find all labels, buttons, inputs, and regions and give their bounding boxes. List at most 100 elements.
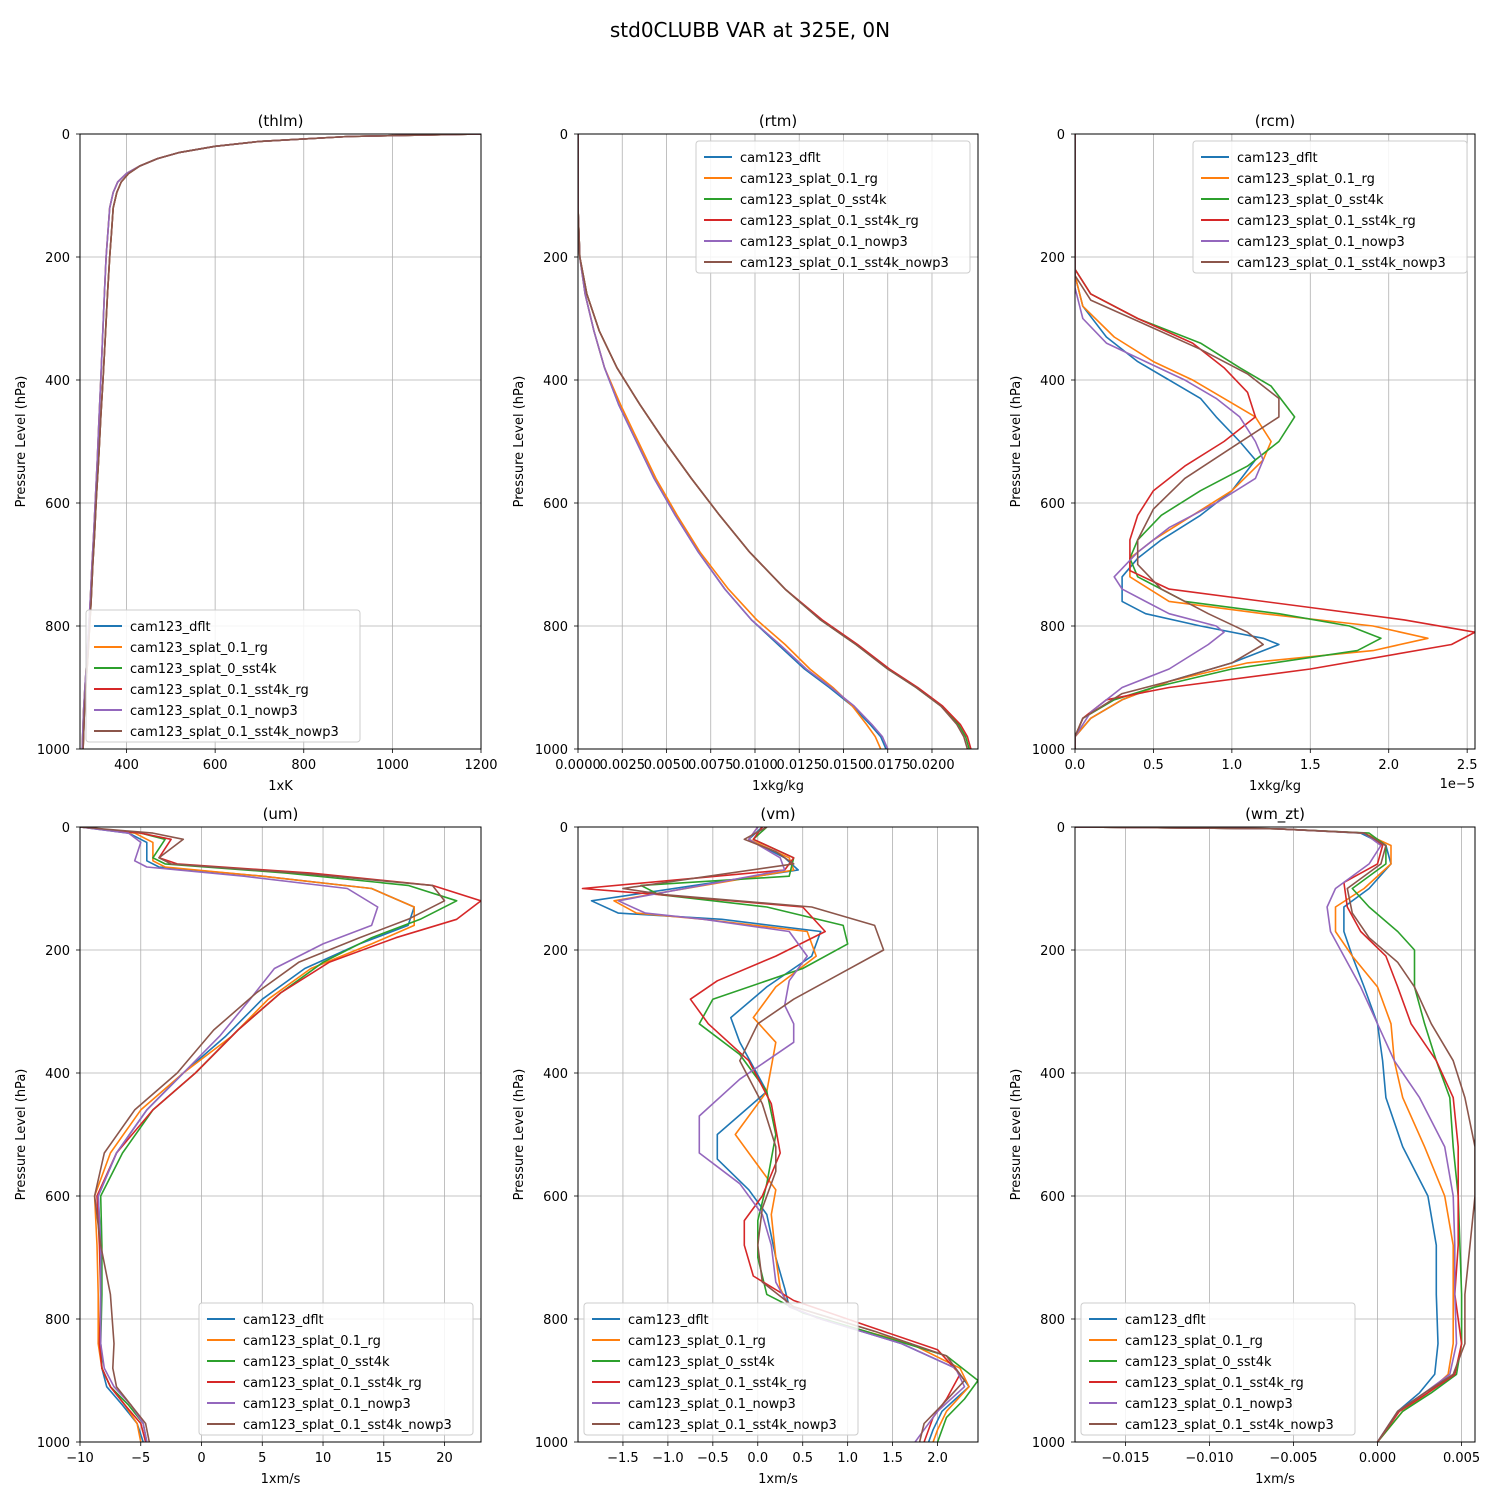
x-axis-label: 1xkg/kg <box>752 779 804 794</box>
y-tick-label: 200 <box>543 944 568 959</box>
legend-label: cam123_splat_0.1_sst4k_rg <box>1237 214 1416 229</box>
y-tick-label: 800 <box>543 620 568 635</box>
series-line-cam123_splat_0.1_rg <box>613 827 970 1442</box>
x-tick-label: 0.0025 <box>599 758 645 773</box>
y-tick-label: 1000 <box>535 743 568 758</box>
y-tick-label: 400 <box>543 1067 568 1082</box>
y-tick-label: 1000 <box>37 743 70 758</box>
x-tick-label: −0.5 <box>697 1451 729 1466</box>
y-tick-label: 200 <box>543 251 568 266</box>
series-line-cam123_splat_0.1_sst4k_rg <box>581 827 961 1442</box>
x-tick-label: 2.0 <box>1378 758 1399 773</box>
x-tick-label: 800 <box>291 758 316 773</box>
x-tick-label: 0.0100 <box>732 758 778 773</box>
y-tick-label: 400 <box>1040 374 1065 389</box>
series-line-cam123_splat_0.1_nowp3 <box>578 134 889 749</box>
legend-label: cam123_dflt <box>740 151 821 166</box>
legend-label: cam123_splat_0_sst4k <box>243 1355 390 1370</box>
panel-title: (thlm) <box>258 112 304 130</box>
y-tick-label: 600 <box>1040 1190 1065 1205</box>
y-tick-label: 1000 <box>37 1436 70 1451</box>
legend-label: cam123_splat_0_sst4k <box>628 1355 775 1370</box>
y-tick-label: 400 <box>1040 1067 1065 1082</box>
x-scale-offset-label: 1e−5 <box>1440 777 1475 792</box>
panel-wm_zt: −0.015 −0.010 −0.005 0.000 0.005 0 200 400 600 80… <box>1009 805 1480 1487</box>
x-tick-label: −0.005 <box>1269 1451 1317 1466</box>
y-axis-label: Pressure Level (hPa) <box>1009 1069 1024 1201</box>
legend-label: cam123_splat_0_sst4k <box>1237 193 1384 208</box>
series-line-cam123_splat_0.1_sst4k_rg <box>1075 134 1475 749</box>
x-tick-label: −1.0 <box>652 1451 684 1466</box>
x-tick-label: −1.5 <box>607 1451 639 1466</box>
x-tick-label: 1.0 <box>1222 758 1243 773</box>
y-tick-label: 600 <box>45 1190 70 1205</box>
legend-label: cam123_splat_0.1_sst4k_nowp3 <box>740 256 949 271</box>
axes-frame <box>1074 133 1476 750</box>
y-tick-label: 0 <box>1057 821 1065 836</box>
x-tick-label: 0.5 <box>792 1451 813 1466</box>
legend-box <box>695 140 971 274</box>
y-tick-label: 0 <box>1057 128 1065 143</box>
legend-label: cam123_splat_0.1_sst4k_nowp3 <box>628 1418 837 1433</box>
x-tick-label: 400 <box>114 758 139 773</box>
legend-label: cam123_splat_0.1_nowp3 <box>1237 235 1405 250</box>
legend-label: cam123_dflt <box>130 620 211 635</box>
panel-title: (vm) <box>760 805 795 823</box>
legend-label: cam123_splat_0.1_nowp3 <box>1125 1397 1293 1412</box>
legend-label: cam123_dflt <box>628 1313 709 1328</box>
y-tick-label: 1000 <box>1032 743 1065 758</box>
x-axis-label: 1xm/s <box>1255 1472 1295 1487</box>
y-tick-label: 800 <box>1040 620 1065 635</box>
x-tick-label: 0.0200 <box>909 758 955 773</box>
x-tick-label: 1000 <box>376 758 409 773</box>
panel-title: (rtm) <box>759 112 797 130</box>
y-tick-label: 1000 <box>535 1436 568 1451</box>
legend-box <box>583 1302 859 1436</box>
legend-label: cam123_splat_0.1_sst4k_nowp3 <box>1237 256 1446 271</box>
legend-label: cam123_splat_0.1_nowp3 <box>243 1397 411 1412</box>
x-tick-label: 0.005 <box>1443 1451 1480 1466</box>
x-tick-label: 5 <box>258 1451 266 1466</box>
legend: cam123_dflt cam123_splat_0.1_rg cam123_spl… <box>85 609 361 743</box>
x-axis-label: 1xK <box>268 779 293 794</box>
x-tick-label: 1.5 <box>1300 758 1321 773</box>
y-axis-label: Pressure Level (hPa) <box>512 1069 527 1201</box>
y-tick-label: 0 <box>62 128 70 143</box>
y-tick-label: 800 <box>45 620 70 635</box>
panel-title: (wm_zt) <box>1245 805 1305 824</box>
legend-label: cam123_splat_0.1_sst4k_nowp3 <box>243 1418 452 1433</box>
x-axis-label: 1xkg/kg <box>1249 779 1301 794</box>
series-line-cam123_dflt <box>1075 827 1439 1442</box>
x-axis-label: 1xm/s <box>261 1472 301 1487</box>
x-tick-label: 0.0 <box>747 1451 768 1466</box>
x-tick-label: 0.0050 <box>644 758 690 773</box>
legend-label: cam123_splat_0_sst4k <box>740 193 887 208</box>
y-axis-label: Pressure Level (hPa) <box>14 1069 29 1201</box>
axes-frame <box>577 826 979 1443</box>
y-axis-label: Pressure Level (hPa) <box>14 376 29 508</box>
legend-box <box>1080 1302 1356 1436</box>
x-tick-label: 600 <box>203 758 228 773</box>
series-line-cam123_splat_0.1_sst4k_nowp3 <box>1075 134 1280 749</box>
y-tick-label: 400 <box>543 374 568 389</box>
x-tick-label: −10 <box>66 1451 93 1466</box>
legend: cam123_dflt cam123_splat_0.1_rg cam123_spl… <box>1192 140 1468 274</box>
y-tick-label: 200 <box>45 251 70 266</box>
y-tick-label: 800 <box>543 1313 568 1328</box>
legend-label: cam123_splat_0.1_rg <box>1125 1334 1263 1349</box>
series-line-cam123_splat_0.1_nowp3 <box>1075 134 1264 749</box>
x-tick-label: 15 <box>376 1451 393 1466</box>
y-tick-label: 400 <box>45 1067 70 1082</box>
x-tick-label: 1.0 <box>837 1451 858 1466</box>
x-tick-label: −0.010 <box>1185 1451 1233 1466</box>
legend-label: cam123_splat_0.1_sst4k_nowp3 <box>130 725 339 740</box>
series-line-cam123_splat_0.1_sst4k_nowp3 <box>578 134 969 749</box>
x-tick-label: 2.5 <box>1457 758 1478 773</box>
legend-label: cam123_splat_0.1_nowp3 <box>130 704 298 719</box>
series-line-cam123_splat_0.1_sst4k_nowp3 <box>80 827 446 1442</box>
panel-title: (um) <box>263 805 299 823</box>
legend-box <box>198 1302 474 1436</box>
series-line-cam123_splat_0.1_nowp3 <box>617 827 966 1442</box>
y-axis-label: Pressure Level (hPa) <box>1009 376 1024 508</box>
